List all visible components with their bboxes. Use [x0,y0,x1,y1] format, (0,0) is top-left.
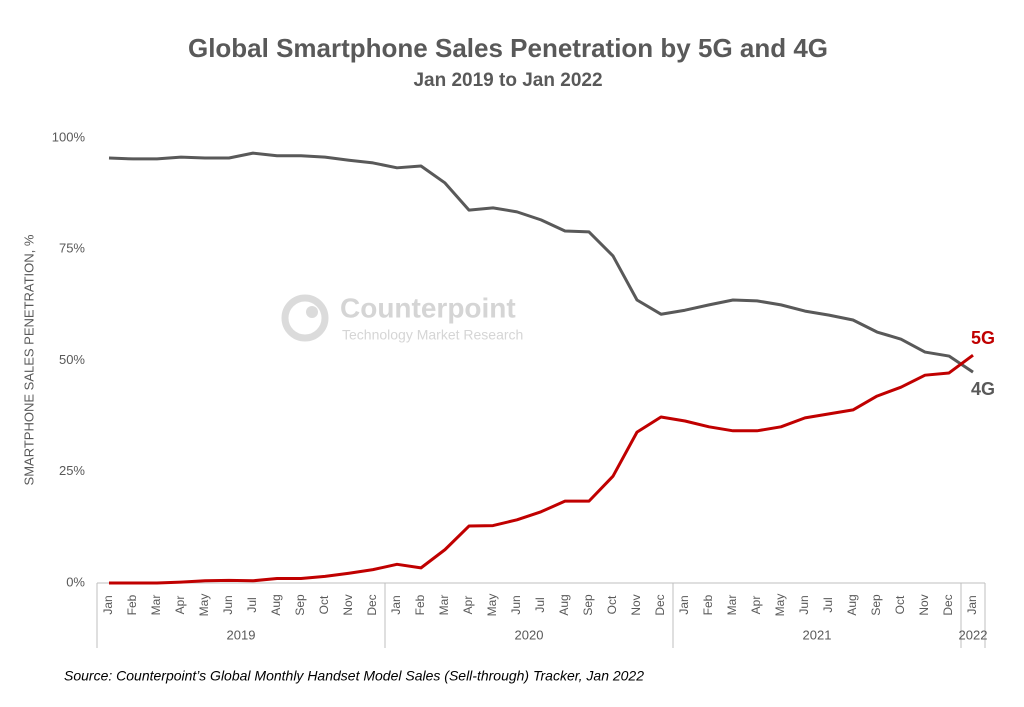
x-tick-label: Nov [629,594,643,615]
x-tick-label: Jan [389,595,403,614]
year-label: 2022 [959,627,988,642]
chart-title: Global Smartphone Sales Penetration by 5… [188,33,828,63]
series-line [108,151,974,374]
x-tick-label: Apr [173,596,187,615]
watermark-name: Counterpoint [340,292,516,323]
x-tick-label: Jun [509,595,523,614]
x-tick-label: Aug [845,594,859,615]
x-tick-label: Aug [269,594,283,615]
x-tick-label: Jul [533,597,547,612]
y-tick-label: 25% [59,463,85,478]
x-tick-label: Jan [965,595,979,614]
x-tick-label: Jan [677,595,691,614]
chart-subtitle: Jan 2019 to Jan 2022 [413,70,602,91]
x-tick-label: Mar [437,595,451,616]
x-tick-label: Jul [821,597,835,612]
watermark-logo [281,294,329,342]
watermark-logo-dot [306,306,318,318]
y-tick-label: 75% [59,241,85,256]
x-tick-label: Apr [461,596,475,615]
x-tick-label: Sep [293,594,307,616]
x-tick-label: Nov [341,594,355,615]
watermark: Counterpoint Technology Market Research [281,292,523,343]
x-tick-label: Nov [917,594,931,615]
x-tick-label: Dec [365,594,379,615]
x-tick-label: Oct [605,595,619,614]
x-tick-label: May [773,594,787,617]
series-line [109,353,974,585]
x-tick-label: May [485,594,499,617]
series-label: 4G [971,379,995,399]
x-tick-label: Jul [245,597,259,612]
x-tick-label: Dec [653,594,667,615]
y-axis-label: SMARTPHONE SALES PENETRATION, % [21,234,36,485]
source-note: Source: Counterpoint’s Global Monthly Ha… [64,668,644,684]
year-label: 2021 [803,627,832,642]
x-tick-label: Oct [893,595,907,614]
x-tick-label: Feb [125,594,139,615]
x-tick-label: Jun [797,595,811,614]
x-tick-label: May [197,594,211,617]
y-tick-label: 50% [59,352,85,367]
year-label: 2019 [227,627,256,642]
y-tick-label: 100% [52,129,86,144]
x-tick-label: Sep [581,594,595,616]
x-tick-label: Jun [221,595,235,614]
x-tick-label: Apr [749,596,763,615]
x-tick-label: Feb [413,594,427,615]
x-tick-label: Oct [317,595,331,614]
x-tick-label: Jan [101,595,115,614]
x-tick-label: Aug [557,594,571,615]
x-tick-label: Dec [941,594,955,615]
year-label: 2020 [515,627,544,642]
x-tick-label: Feb [701,594,715,615]
x-tick-label: Sep [869,594,883,616]
x-tick-label: Mar [725,595,739,616]
y-tick-label: 0% [66,574,85,589]
watermark-tagline: Technology Market Research [342,327,523,343]
x-tick-label: Mar [149,595,163,616]
series-label: 5G [971,328,995,348]
